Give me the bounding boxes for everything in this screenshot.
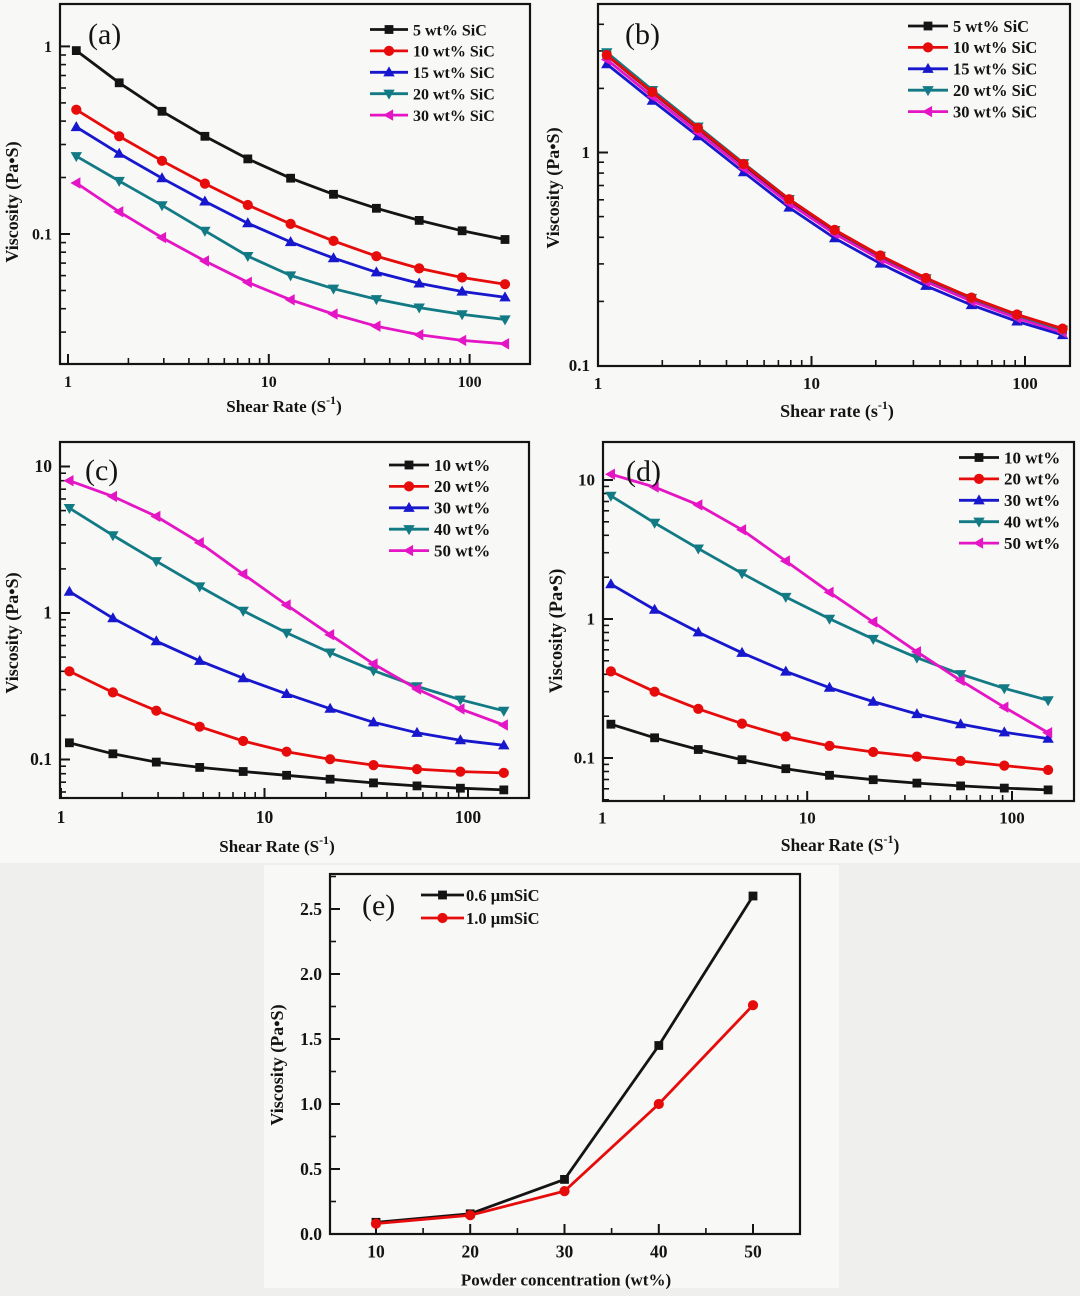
svg-text:40 wt%: 40 wt% bbox=[1004, 513, 1060, 532]
svg-text:Viscosity (Pa•S): Viscosity (Pa•S) bbox=[547, 569, 567, 694]
svg-text:Shear rate (s-1): Shear rate (s-1) bbox=[780, 398, 894, 422]
svg-text:Shear Rate (S-1): Shear Rate (S-1) bbox=[226, 393, 341, 416]
svg-text:20 wt% SiC: 20 wt% SiC bbox=[953, 81, 1037, 100]
svg-text:0.5: 0.5 bbox=[300, 1159, 322, 1179]
svg-text:1: 1 bbox=[598, 809, 607, 828]
svg-text:(c): (c) bbox=[85, 454, 118, 487]
svg-text:1: 1 bbox=[587, 610, 596, 629]
svg-text:40 wt%: 40 wt% bbox=[434, 520, 490, 539]
svg-text:0.1: 0.1 bbox=[30, 749, 52, 769]
svg-text:20 wt%: 20 wt% bbox=[1004, 470, 1060, 489]
svg-text:20 wt% SiC: 20 wt% SiC bbox=[413, 87, 495, 104]
svg-text:5 wt% SiC: 5 wt% SiC bbox=[953, 17, 1029, 36]
svg-text:10 wt% SiC: 10 wt% SiC bbox=[413, 44, 495, 61]
svg-text:50 wt%: 50 wt% bbox=[1004, 534, 1060, 553]
svg-text:Viscosity (Pa•S): Viscosity (Pa•S) bbox=[267, 1004, 288, 1125]
svg-text:5 wt% SiC: 5 wt% SiC bbox=[413, 22, 487, 39]
svg-text:30 wt% SiC: 30 wt% SiC bbox=[413, 108, 495, 125]
svg-text:0.6 μmSiC: 0.6 μmSiC bbox=[466, 886, 540, 905]
svg-text:(e): (e) bbox=[362, 889, 395, 922]
svg-text:0.1: 0.1 bbox=[569, 356, 590, 375]
svg-text:100: 100 bbox=[458, 374, 482, 391]
svg-text:30: 30 bbox=[556, 1242, 574, 1262]
svg-text:2.0: 2.0 bbox=[300, 964, 322, 984]
svg-text:100: 100 bbox=[999, 809, 1025, 828]
svg-text:Powder concentration (wt%): Powder concentration (wt%) bbox=[461, 1271, 671, 1290]
svg-text:10: 10 bbox=[799, 809, 816, 828]
svg-text:2.5: 2.5 bbox=[300, 899, 322, 919]
svg-text:(d): (d) bbox=[626, 455, 661, 488]
svg-text:1: 1 bbox=[582, 143, 591, 162]
svg-text:100: 100 bbox=[1012, 374, 1038, 393]
svg-text:10: 10 bbox=[261, 374, 277, 391]
svg-text:0.1: 0.1 bbox=[574, 749, 595, 768]
svg-text:(a): (a) bbox=[88, 18, 121, 51]
svg-text:0.0: 0.0 bbox=[300, 1224, 322, 1244]
svg-text:30 wt% SiC: 30 wt% SiC bbox=[953, 102, 1037, 121]
svg-text:20 wt%: 20 wt% bbox=[434, 477, 490, 496]
svg-text:50 wt%: 50 wt% bbox=[434, 541, 490, 560]
svg-text:10 wt%: 10 wt% bbox=[434, 456, 490, 475]
svg-text:1.0 μmSiC: 1.0 μmSiC bbox=[466, 909, 540, 928]
svg-text:(b): (b) bbox=[625, 18, 660, 51]
svg-text:Viscosity (Pa•S): Viscosity (Pa•S) bbox=[543, 127, 564, 248]
svg-text:1: 1 bbox=[43, 603, 52, 623]
svg-text:40: 40 bbox=[650, 1242, 668, 1262]
svg-text:Viscosity (Pa•S): Viscosity (Pa•S) bbox=[2, 141, 23, 262]
svg-text:Viscosity (Pa•S): Viscosity (Pa•S) bbox=[2, 572, 23, 693]
svg-text:10: 10 bbox=[367, 1242, 385, 1262]
svg-text:100: 100 bbox=[455, 807, 482, 827]
svg-text:1.0: 1.0 bbox=[300, 1094, 322, 1114]
svg-text:10 wt%: 10 wt% bbox=[1004, 448, 1060, 467]
svg-text:Shear Rate (S-1): Shear Rate (S-1) bbox=[781, 832, 900, 855]
svg-text:15 wt% SiC: 15 wt% SiC bbox=[413, 65, 495, 82]
svg-text:1: 1 bbox=[44, 39, 52, 56]
svg-text:0.1: 0.1 bbox=[32, 227, 52, 244]
svg-text:10: 10 bbox=[35, 456, 53, 476]
svg-text:Shear Rate (S-1): Shear Rate (S-1) bbox=[219, 833, 334, 856]
svg-text:15 wt% SiC: 15 wt% SiC bbox=[953, 60, 1037, 79]
svg-text:50: 50 bbox=[744, 1242, 762, 1262]
svg-text:10: 10 bbox=[803, 374, 820, 393]
svg-text:30 wt%: 30 wt% bbox=[434, 499, 490, 518]
svg-text:20: 20 bbox=[461, 1242, 479, 1262]
svg-text:10: 10 bbox=[578, 471, 595, 490]
svg-text:30 wt%: 30 wt% bbox=[1004, 491, 1060, 510]
svg-text:10 wt% SiC: 10 wt% SiC bbox=[953, 38, 1037, 57]
svg-text:1: 1 bbox=[57, 807, 66, 827]
svg-text:1: 1 bbox=[64, 374, 72, 391]
svg-text:1.5: 1.5 bbox=[300, 1029, 322, 1049]
svg-text:1: 1 bbox=[594, 374, 603, 393]
svg-text:10: 10 bbox=[256, 807, 274, 827]
